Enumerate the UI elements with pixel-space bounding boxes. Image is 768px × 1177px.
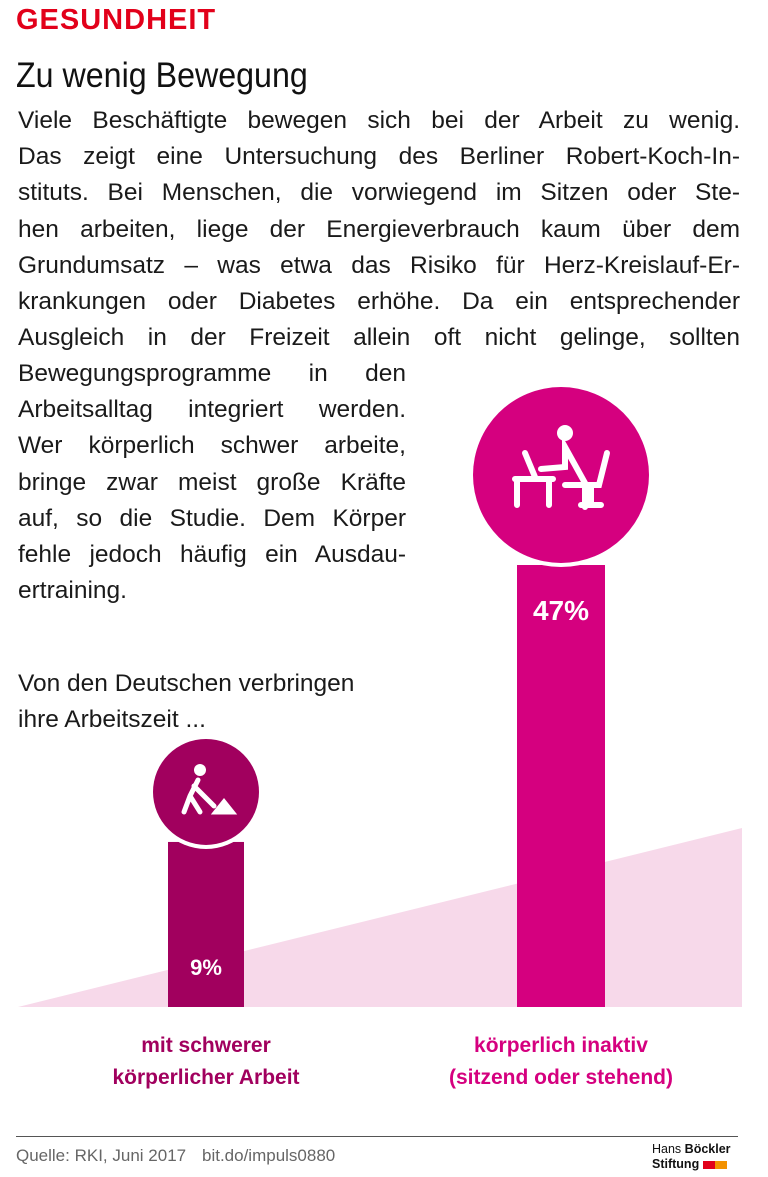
body-line: ertraining.	[18, 577, 127, 605]
shoveling-worker-icon	[181, 763, 238, 815]
body-line: Ausgleich in der Freizeit allein oft nic…	[18, 324, 740, 352]
body-line: Grundumsatz – was etwa das Risiko für He…	[18, 251, 740, 279]
background-triangle	[18, 828, 742, 1007]
data-label: 47%	[532, 595, 590, 626]
body-line: fehle jedoch häufig ein Ausdau-	[18, 541, 406, 568]
body-line: ihre Arbeitszeit ...	[18, 706, 206, 734]
body-line: Arbeitsalltag integriert werden.	[18, 396, 406, 424]
page-title: Zu wenig Bewegung	[16, 56, 308, 95]
body-line: Viele Beschäftigte bewegen sich bei der …	[18, 107, 740, 134]
body-line: bringe zwar meist große Kräfte	[18, 468, 406, 496]
category-label: mit schwerer körperlicher Arbeit	[56, 1030, 356, 1094]
body-line: hen arbeiten, liege der Energieverbrauch…	[18, 215, 740, 243]
kicker: GESUNDHEIT	[16, 4, 217, 36]
category-label-line: körperlich inaktiv	[474, 1034, 648, 1057]
body-line: stituts. Bei Menschen, die vorwiegend im…	[18, 179, 740, 207]
desk-worker-icon	[512, 425, 610, 510]
body-line: krankungen oder Diabetes erhöhe. Da ein …	[18, 288, 740, 315]
category-label-line: körperlicher Arbeit	[112, 1066, 300, 1089]
category-label-line: (sitzend oder stehend)	[448, 1066, 674, 1089]
source-link[interactable]: bit.do/impuls0880	[202, 1146, 336, 1165]
body-line: Von den Deutschen verbringen	[18, 670, 355, 697]
hans-boeckler-logo: Hans Böckler Stiftung	[652, 1142, 731, 1171]
source: Quelle: RKI, Juni 2017	[16, 1146, 187, 1165]
divider	[16, 1136, 738, 1137]
bar	[168, 841, 244, 1007]
body-line: auf, so die Studie. Dem Körper	[18, 504, 406, 532]
body-line: Bewegungsprogramme in den	[18, 360, 406, 387]
body-line: Wer körperlich schwer arbeite,	[18, 432, 406, 460]
bar-circle	[153, 738, 259, 845]
body-line: Das zeigt eine Untersuchung des Berliner…	[18, 143, 740, 171]
bar-circle	[473, 387, 649, 563]
category-label-line: mit schwerer	[141, 1034, 271, 1057]
category-label: körperlich inaktiv (sitzend oder stehend)	[411, 1030, 711, 1094]
data-label: 9%	[190, 955, 222, 980]
bar	[517, 565, 605, 1007]
